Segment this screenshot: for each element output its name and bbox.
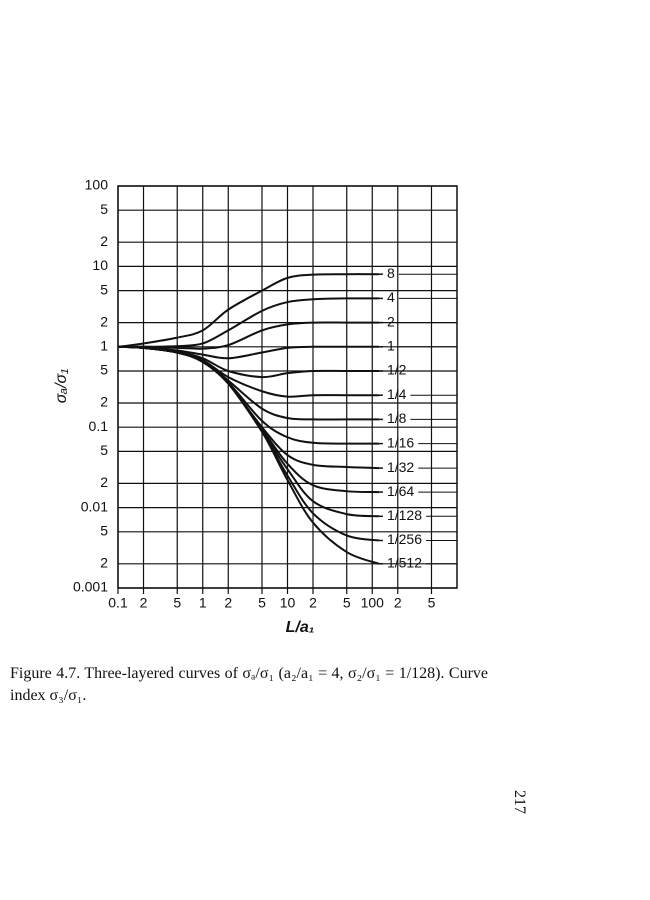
curve-label: 1/64 (387, 483, 414, 499)
x-tick-label: 2 (224, 595, 232, 611)
curve-label: 1/8 (387, 410, 407, 426)
y-tick-label: 5 (100, 281, 108, 297)
x-tick-label: 5 (343, 595, 351, 611)
y-tick-label: 0.01 (81, 498, 108, 514)
curve (117, 321, 379, 350)
x-tick-label: 5 (428, 595, 436, 611)
curve-label: 1/128 (387, 507, 422, 523)
y-tick-label: 2 (100, 394, 108, 410)
curve-label: 1/512 (387, 555, 422, 571)
plot-frame (117, 185, 458, 589)
x-axis-label: L/a₁ (286, 619, 315, 636)
curve-label: 1/2 (387, 362, 407, 378)
y-tick-label: 100 (85, 177, 109, 193)
y-tick-label: 0.1 (89, 418, 109, 434)
x-tick-label: 10 (280, 595, 296, 611)
x-tick-label: 2 (140, 595, 148, 611)
figure-caption: Figure 4.7. Three-layered curves of σₐ/σ… (10, 665, 488, 704)
y-tick-label: 2 (100, 474, 108, 490)
curve-label: 8 (387, 265, 395, 281)
curve-label: 1/32 (387, 459, 414, 475)
curve-label: 1/4 (387, 386, 407, 402)
curve-label: 1/16 (387, 434, 414, 450)
y-tick-label: 5 (100, 523, 108, 539)
y-tick-label: 1 (100, 338, 108, 354)
curve-label: 1 (387, 338, 395, 354)
curve-label: 4 (387, 289, 395, 305)
x-tick-label: 2 (309, 595, 317, 611)
y-tick-label: 2 (100, 233, 108, 249)
y-tick-label: 5 (100, 442, 108, 458)
y-tick-label: 0.001 (73, 579, 108, 595)
y-tick-label: 2 (100, 555, 108, 571)
curve-label: 1/256 (387, 531, 422, 547)
y-axis-label: σₐ/σ₁ (53, 369, 70, 404)
curve (117, 345, 379, 379)
curve-label: 2 (387, 313, 395, 329)
y-tick-label: 2 (100, 313, 108, 329)
x-tick-label: 5 (258, 595, 266, 611)
page-number: 217 (511, 790, 528, 814)
x-tick-label: 0.1 (108, 595, 128, 611)
x-tick-label: 100 (361, 595, 385, 611)
y-tick-label: 5 (100, 201, 108, 217)
curve (117, 345, 380, 565)
y-tick-label: 10 (92, 257, 108, 273)
x-tick-label: 1 (199, 595, 207, 611)
x-tick-label: 5 (173, 595, 181, 611)
curve (117, 273, 379, 348)
y-tick-label: 5 (100, 362, 108, 378)
x-tick-label: 2 (394, 595, 402, 611)
